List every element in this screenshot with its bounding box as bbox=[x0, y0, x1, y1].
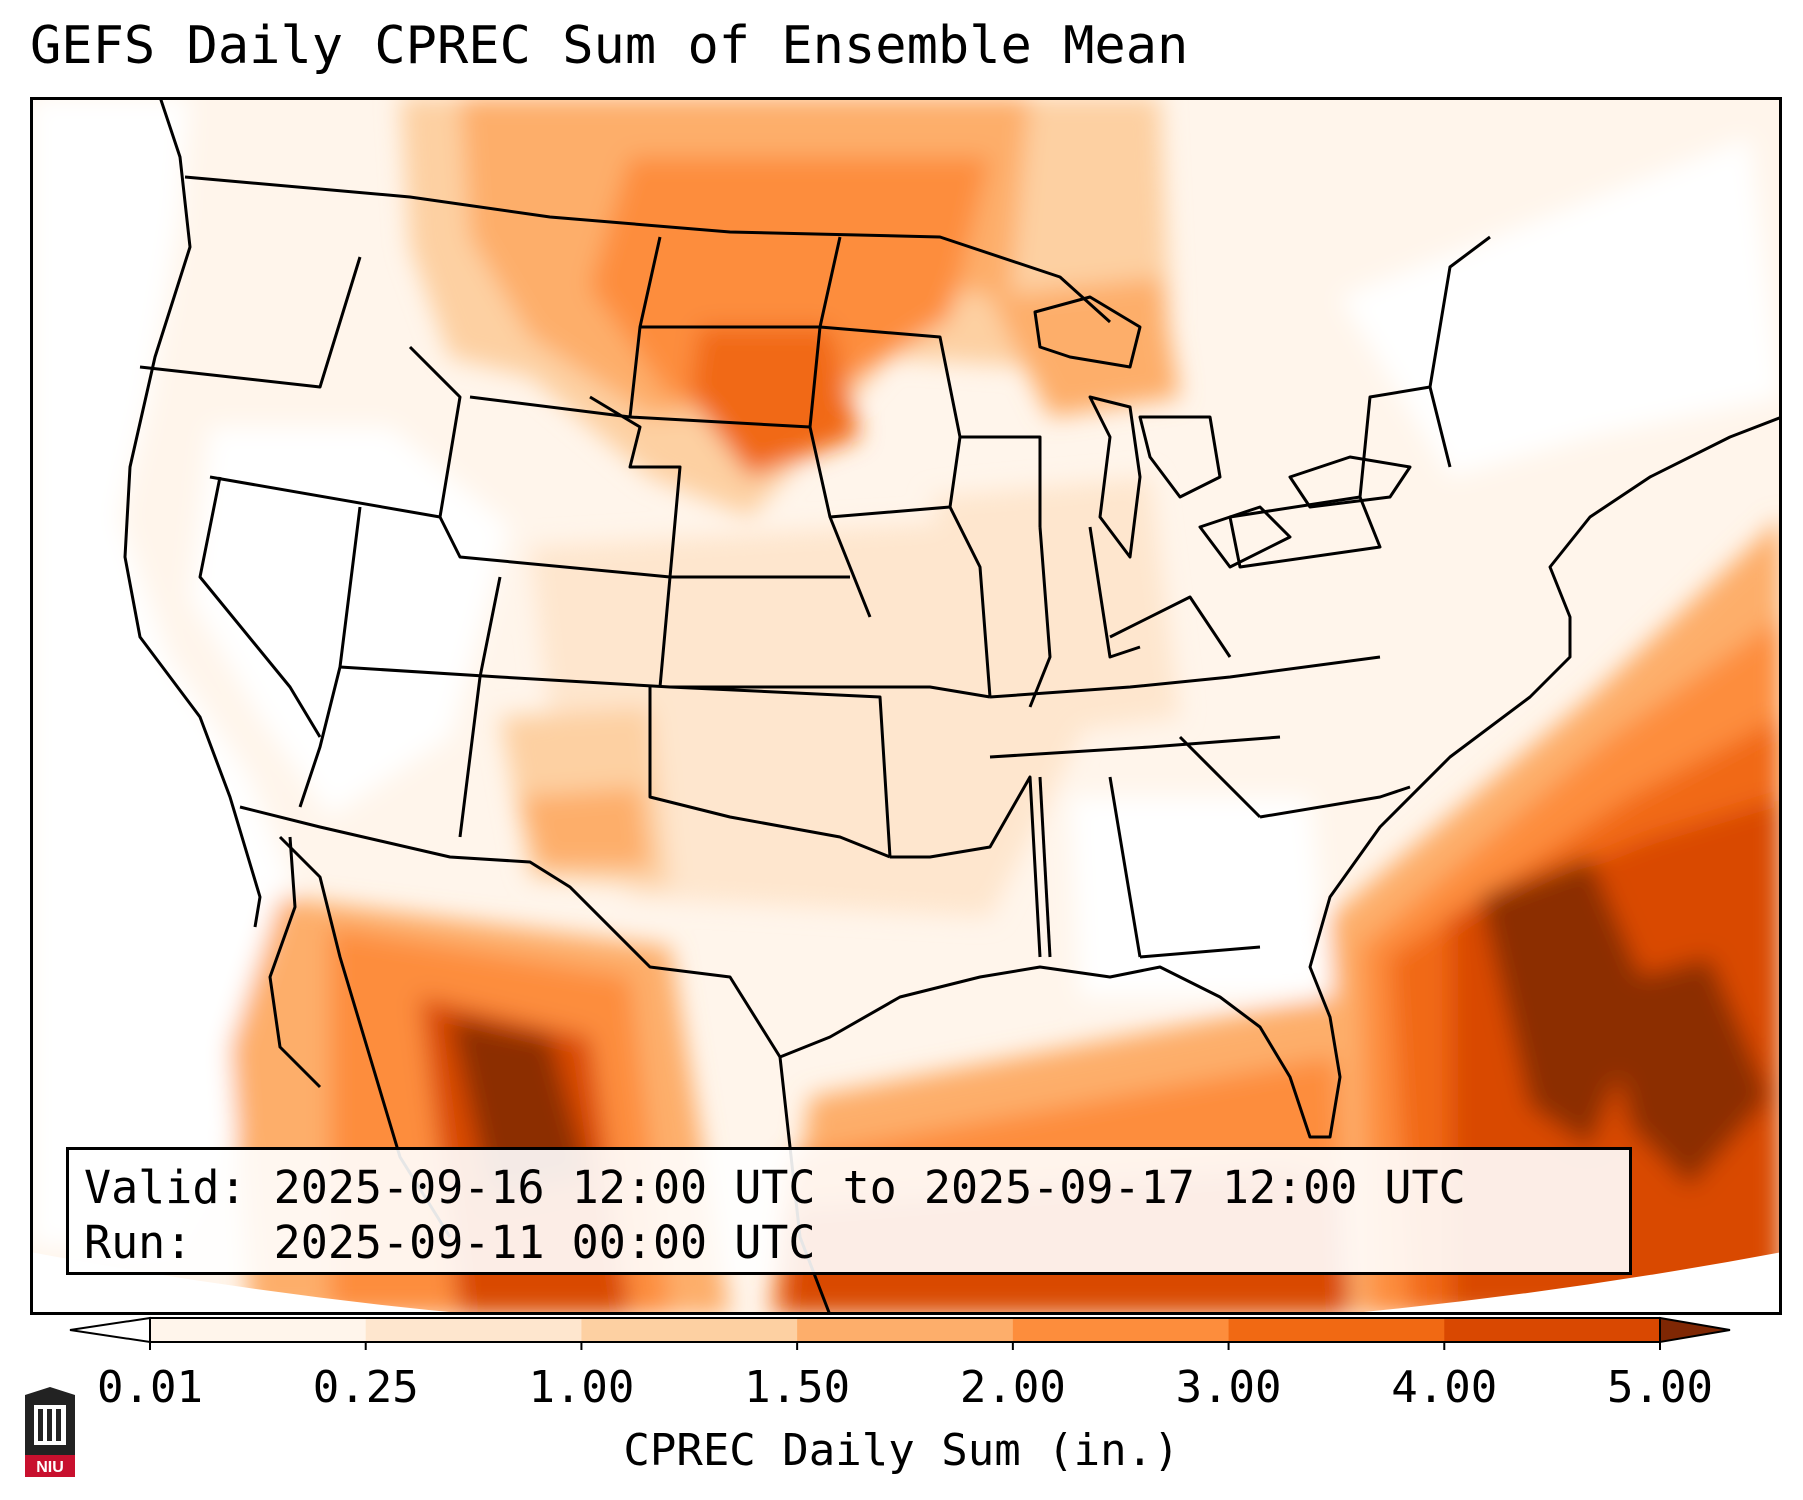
colorbar-segment bbox=[365, 1318, 582, 1342]
colorbar-tick-labels: 0.01 0.25 1.00 1.50 2.00 3.00 4.00 5.00 bbox=[0, 1362, 1803, 1413]
valid-run-info-box: Valid: 2025-09-16 12:00 UTC to 2025-09-1… bbox=[66, 1147, 1632, 1275]
projection-edge bbox=[30, 1252, 1782, 1315]
colorbar-segment bbox=[797, 1318, 1014, 1342]
boundaries bbox=[123, 97, 1782, 1315]
niu-logo: NIU bbox=[25, 1387, 75, 1477]
colorbar-segment bbox=[1444, 1318, 1661, 1342]
colorbar-tick-label: 0.01 bbox=[97, 1362, 203, 1413]
colorbar-tick-label: 4.00 bbox=[1391, 1362, 1498, 1413]
logo-text: NIU bbox=[36, 1459, 64, 1476]
colorbar-tick-label: 2.00 bbox=[959, 1362, 1066, 1413]
precip-map bbox=[30, 97, 1782, 1315]
colorbar-tick-label: 1.00 bbox=[528, 1362, 635, 1413]
colorbar-segment bbox=[581, 1318, 798, 1342]
colorbar-over-triangle bbox=[1659, 1316, 1731, 1344]
colorbar-tick-label: 5.00 bbox=[1607, 1362, 1713, 1413]
valid-time-text: Valid: 2025-09-16 12:00 UTC to 2025-09-1… bbox=[84, 1161, 1466, 1214]
colorbar-tick-label: 0.25 bbox=[312, 1362, 419, 1413]
colorbar-tick-label: 3.00 bbox=[1175, 1362, 1282, 1413]
colorbar-label: CPREC Daily Sum (in.) bbox=[623, 1425, 1180, 1476]
colorbar bbox=[69, 1316, 1731, 1350]
map-title: GEFS Daily CPREC Sum of Ensemble Mean bbox=[30, 16, 1189, 76]
colorbar-segment bbox=[1228, 1318, 1445, 1342]
colorbar-segment bbox=[150, 1318, 367, 1342]
run-time-text: Run: 2025-09-11 00:00 UTC bbox=[84, 1216, 816, 1269]
colorbar-under-triangle bbox=[69, 1316, 151, 1344]
colorbar-segment bbox=[1012, 1318, 1230, 1342]
colorbar-frame bbox=[149, 1317, 1661, 1343]
colorbar-tick-label: 1.50 bbox=[744, 1362, 851, 1413]
